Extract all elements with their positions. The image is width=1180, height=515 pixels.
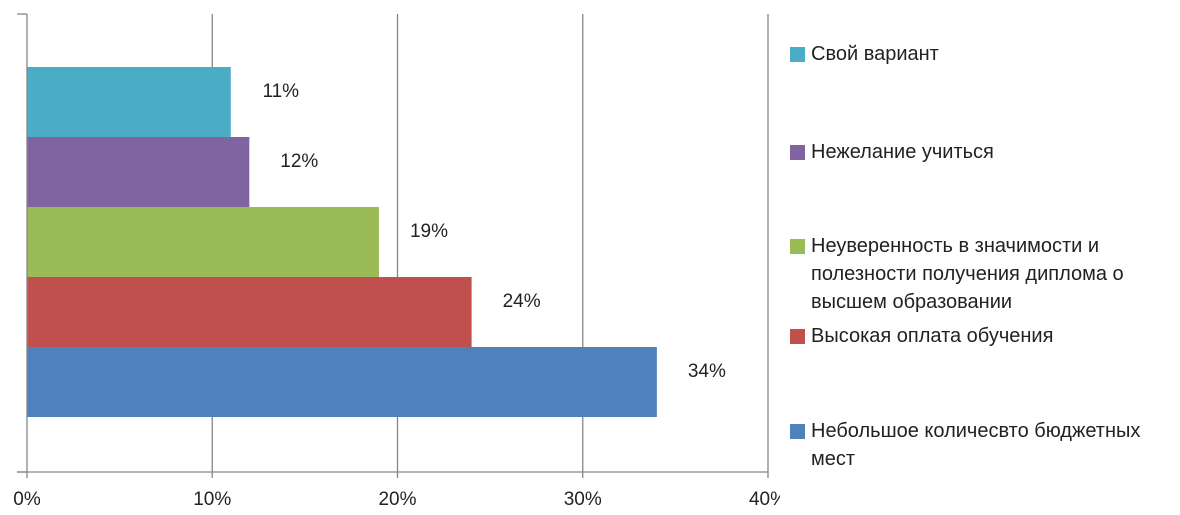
data-labels: 34% 24% 19% 12% 11% xyxy=(262,81,726,382)
bar xyxy=(27,67,231,137)
x-tick-label: 30% xyxy=(564,489,602,510)
data-label: 24% xyxy=(503,291,541,312)
legend-item: Нежелание учиться xyxy=(790,138,1176,166)
legend: Свой вариант Нежелание учиться Неувереннос… xyxy=(790,0,1175,515)
legend-label: Нежелание учиться xyxy=(811,141,994,163)
x-tick-label: 40% xyxy=(749,489,780,510)
legend-item: Небольшое количесвто бюджетных мест xyxy=(790,417,1176,473)
data-label: 12% xyxy=(280,151,318,172)
x-tick-labels: 0% 10% 20% 30% 40% xyxy=(13,472,780,510)
bar xyxy=(27,207,379,277)
bar xyxy=(27,277,472,347)
legend-swatch xyxy=(790,145,805,160)
x-tick-label: 20% xyxy=(378,489,416,510)
legend-label: Высокая оплата обучения xyxy=(811,325,1054,347)
legend-swatch xyxy=(790,47,805,62)
legend-label: Неуверенность в значимости и полезности … xyxy=(811,235,1124,313)
legend-item: Высокая оплата обучения xyxy=(790,322,1176,350)
data-label: 11% xyxy=(262,81,299,102)
legend-item: Свой вариант xyxy=(790,40,1176,68)
legend-label: Свой вариант xyxy=(811,43,939,65)
legend-swatch xyxy=(790,239,805,254)
legend-label: Небольшое количесвто бюджетных мест xyxy=(811,420,1141,470)
legend-swatch xyxy=(790,329,805,344)
bars xyxy=(27,67,657,417)
bar xyxy=(27,347,657,417)
x-tick-label: 10% xyxy=(193,489,231,510)
data-label: 34% xyxy=(688,361,726,382)
axes xyxy=(17,13,768,473)
x-tick-label: 0% xyxy=(13,489,41,510)
bar xyxy=(27,137,250,207)
legend-swatch xyxy=(790,424,805,439)
legend-item: Неуверенность в значимости и полезности … xyxy=(790,232,1176,316)
bar-chart: 0% 10% 20% 30% 40% 34% 24% 19% 12% 11% xyxy=(13,13,780,510)
data-label: 19% xyxy=(410,221,448,242)
